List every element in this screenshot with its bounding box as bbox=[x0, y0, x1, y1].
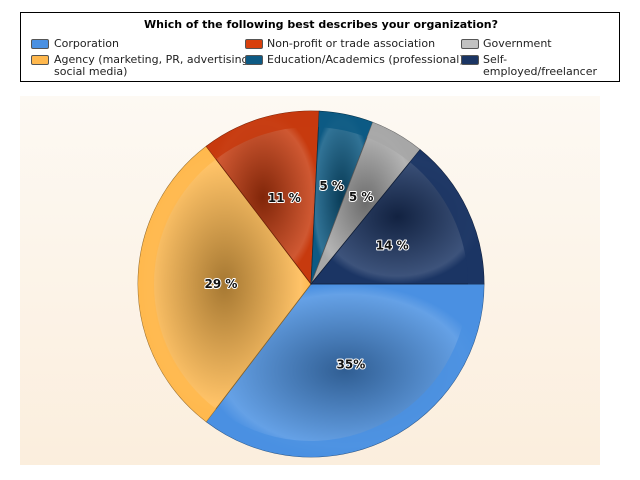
slice-value-label: 29 % bbox=[205, 277, 238, 291]
legend-label-nonprofit: Non-profit or trade association bbox=[267, 37, 436, 50]
legend: Which of the following best describes yo… bbox=[20, 12, 620, 82]
pie-slice-rim bbox=[206, 111, 320, 160]
slice-value-label: 14 % bbox=[376, 238, 409, 252]
legend-swatch-nonprofit bbox=[245, 39, 263, 49]
legend-label-agency-line2: social media) bbox=[54, 65, 128, 78]
legend-swatch-selfemployed bbox=[461, 55, 479, 65]
pie-slice-rim bbox=[410, 149, 484, 284]
legend-label-agency: Agency (marketing, PR, advertising, bbox=[54, 53, 253, 66]
legend-swatch-education bbox=[245, 55, 263, 65]
slice-value-label: 5 % bbox=[319, 179, 344, 193]
legend-label-selfemployed: Self-employed/freelancer bbox=[483, 53, 598, 78]
legend-label-education: Education/Academics (professional) bbox=[267, 53, 464, 66]
chart-plot-area: 35% 29 % 11 % 5 % 5 % 14 % bbox=[20, 96, 600, 465]
chart-title: Which of the following best describes yo… bbox=[144, 18, 498, 31]
pie-slice-rim bbox=[318, 111, 373, 138]
legend-swatch-government bbox=[461, 39, 479, 49]
slice-value-label: 5 % bbox=[349, 190, 374, 204]
legend-swatch-corporation bbox=[31, 39, 49, 49]
pie-slice-rim bbox=[206, 284, 485, 458]
slice-value-label: 11 % bbox=[268, 191, 301, 205]
slice-value-label: 35% bbox=[337, 358, 366, 372]
pie-slice-rim bbox=[367, 122, 421, 163]
legend-swatch-agency bbox=[31, 55, 49, 65]
pie-chart: 35% 29 % 11 % 5 % 5 % 14 % bbox=[137, 110, 485, 458]
pie-slice-rim bbox=[137, 146, 216, 422]
legend-label-corporation: Corporation bbox=[54, 37, 119, 50]
legend-label-government: Government bbox=[483, 37, 552, 50]
